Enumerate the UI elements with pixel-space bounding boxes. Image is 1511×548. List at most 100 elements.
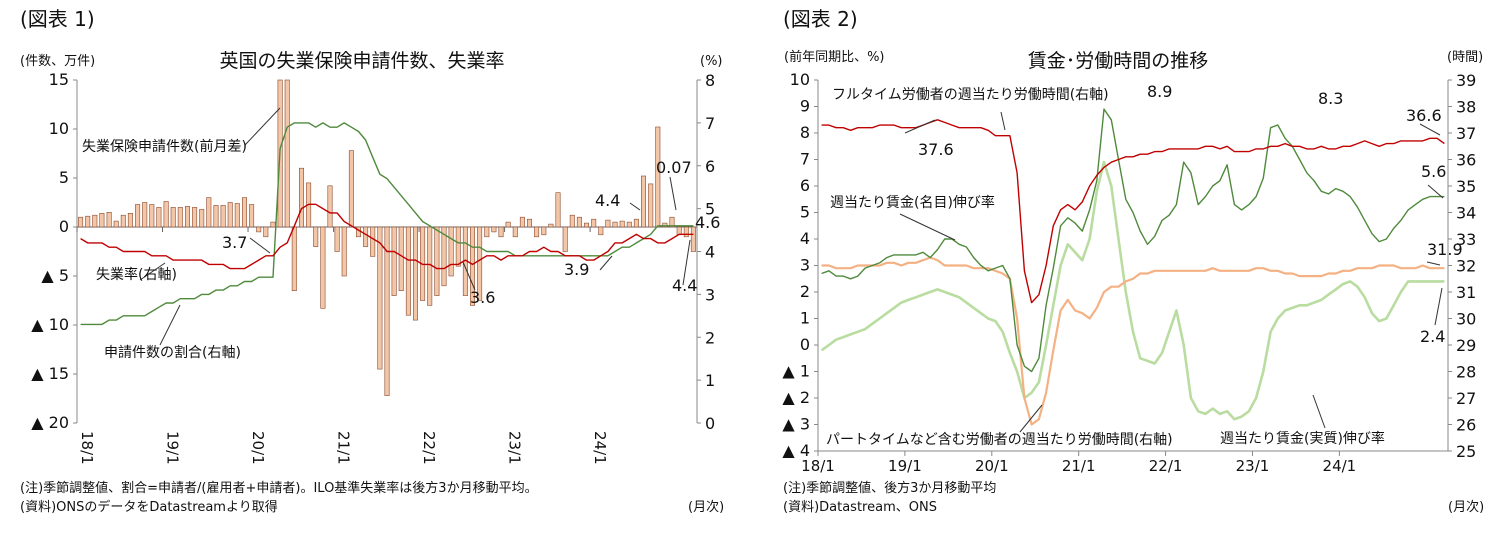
right-tick-label: 27 bbox=[1456, 389, 1476, 408]
claims-bar bbox=[99, 213, 105, 228]
claims-bar bbox=[142, 202, 148, 228]
claims-bar bbox=[548, 223, 554, 228]
left-tick-label: 10 bbox=[49, 119, 69, 138]
right-tick-label: 31 bbox=[1456, 283, 1476, 302]
claims-bar bbox=[655, 126, 661, 228]
left-tick-label: 2 bbox=[800, 282, 810, 301]
chart1-leader-lines bbox=[139, 107, 691, 346]
claims-bar bbox=[505, 221, 511, 228]
x-tick-label: 20/1 bbox=[249, 431, 267, 465]
left-tick-label: 0 bbox=[59, 217, 69, 236]
claims-bar bbox=[377, 226, 383, 370]
claims-bar bbox=[576, 216, 582, 228]
chart1-label-rate-2022: 3.6 bbox=[470, 288, 495, 307]
claims-bar bbox=[341, 226, 347, 277]
chart2-source: (資料)Datastream、ONS bbox=[783, 500, 937, 515]
chart1-label-rate-2023: 3.9 bbox=[564, 260, 589, 279]
claims-bar bbox=[334, 226, 340, 252]
x-tick-label: 19/1 bbox=[164, 431, 182, 465]
chart1-label-claims-last: 0.07 bbox=[656, 158, 692, 177]
chart1-label-share-last: 4.6 bbox=[695, 213, 720, 232]
claims-bar bbox=[612, 221, 618, 228]
claims-bar bbox=[384, 226, 390, 396]
claims-bar bbox=[163, 201, 169, 228]
x-tick-label: 23/1 bbox=[506, 431, 524, 465]
chart2-title: 賃金･労働時間の推移 bbox=[1028, 50, 1209, 72]
claims-bar bbox=[541, 226, 547, 236]
claims-bar bbox=[391, 226, 397, 296]
chart1-source: (資料)ONSのデータをDatastreamより取得 bbox=[20, 499, 278, 515]
claims-bar bbox=[213, 205, 219, 228]
chart2-real-label: 週当たり賃金(実質)伸び率 bbox=[1220, 430, 1385, 447]
left-tick-label: 6 bbox=[800, 176, 810, 195]
x-tick-label: 20/1 bbox=[975, 457, 1009, 475]
claims-bar bbox=[185, 206, 191, 228]
parttime-hours-line bbox=[821, 256, 1445, 426]
chart2-label-parttime-last: 31.9 bbox=[1427, 240, 1463, 259]
right-tick-label: 7 bbox=[705, 114, 715, 133]
x-tick-label: 24/1 bbox=[1323, 457, 1357, 475]
left-tick-label: 0 bbox=[800, 335, 810, 354]
left-tick-label: ▲ 1 bbox=[782, 362, 810, 381]
chart1-rate-label: 失業率(右軸) bbox=[96, 266, 177, 283]
right-tick-label: 36 bbox=[1456, 151, 1476, 170]
chart2-right-unit: (時間) bbox=[1447, 50, 1483, 65]
claims-bar bbox=[113, 220, 119, 228]
right-tick-label: 30 bbox=[1456, 310, 1476, 329]
right-tick-label: 28 bbox=[1456, 363, 1476, 382]
claims-bar bbox=[512, 226, 518, 238]
unemployment-rate-line bbox=[80, 203, 694, 270]
left-tick-label: 1 bbox=[800, 309, 810, 328]
left-tick-label: 10 bbox=[790, 70, 810, 89]
claims-bar bbox=[412, 226, 418, 321]
claims-bar bbox=[484, 226, 490, 238]
claims-bar bbox=[555, 192, 561, 228]
claims-bar bbox=[291, 226, 297, 292]
left-tick-label: ▲ 3 bbox=[782, 415, 810, 434]
real-wage-line bbox=[820, 160, 1445, 421]
claims-bar bbox=[441, 226, 447, 287]
claims-bar bbox=[127, 213, 133, 228]
claims-bar bbox=[227, 202, 233, 228]
left-tick-label: 15 bbox=[49, 70, 69, 89]
chart1-title: 英国の失業保険申請件数、失業率 bbox=[219, 50, 504, 72]
chart2-label-real-last: 2.4 bbox=[1420, 327, 1445, 346]
x-tick-label: 23/1 bbox=[1236, 457, 1270, 475]
chart2-parttime-label: パートタイムなど含む労働者の週当たり労働時間(右軸) bbox=[826, 432, 1173, 448]
right-tick-label: 1 bbox=[705, 371, 715, 390]
chart1-note: (注)季節調整値、割合=申請者/(雇用者+申請者)。ILO基準失業率は後方3か月… bbox=[20, 480, 538, 496]
chart2-header: (図表 2) bbox=[783, 7, 858, 31]
right-tick-label: 26 bbox=[1456, 416, 1476, 435]
chart1-label-rate-last: 4.4 bbox=[672, 276, 697, 295]
chart1-lines bbox=[80, 122, 694, 326]
claims-bar bbox=[249, 204, 255, 228]
left-tick-label: 5 bbox=[59, 168, 69, 187]
x-tick-label: 21/1 bbox=[335, 431, 353, 465]
claims-bar bbox=[149, 204, 155, 228]
left-tick-label: ▲ 2 bbox=[782, 388, 810, 407]
left-tick-label: 8 bbox=[800, 123, 810, 142]
claims-bar bbox=[363, 226, 369, 247]
chart2-label-nominal-last: 5.6 bbox=[1421, 162, 1446, 181]
claims-bar bbox=[192, 207, 198, 228]
claims-bar bbox=[669, 216, 675, 228]
x-tick-label: 22/1 bbox=[1149, 457, 1183, 475]
claims-bar bbox=[534, 226, 540, 238]
claims-bar bbox=[448, 226, 454, 277]
left-tick-label: 9 bbox=[800, 97, 810, 116]
left-tick-label: ▲ 5 bbox=[41, 266, 69, 285]
chart2-fulltime-label: フルタイム労働者の週当たり労働時間(右軸) bbox=[832, 87, 1109, 103]
chart2-label-fulltime-2019: 37.6 bbox=[918, 140, 954, 159]
claims-bar bbox=[327, 185, 333, 228]
claims-bar bbox=[562, 226, 568, 252]
right-tick-label: 34 bbox=[1456, 204, 1476, 223]
right-tick-label: 6 bbox=[705, 157, 715, 176]
claims-bar bbox=[320, 226, 326, 309]
x-tick-label: 21/1 bbox=[1062, 457, 1096, 475]
chart2-label-fulltime-last: 36.6 bbox=[1406, 106, 1442, 125]
chart2-note: (注)季節調整値、後方3か月移動平均 bbox=[783, 480, 996, 496]
claims-bar bbox=[583, 222, 589, 228]
claims-bar bbox=[106, 212, 112, 228]
